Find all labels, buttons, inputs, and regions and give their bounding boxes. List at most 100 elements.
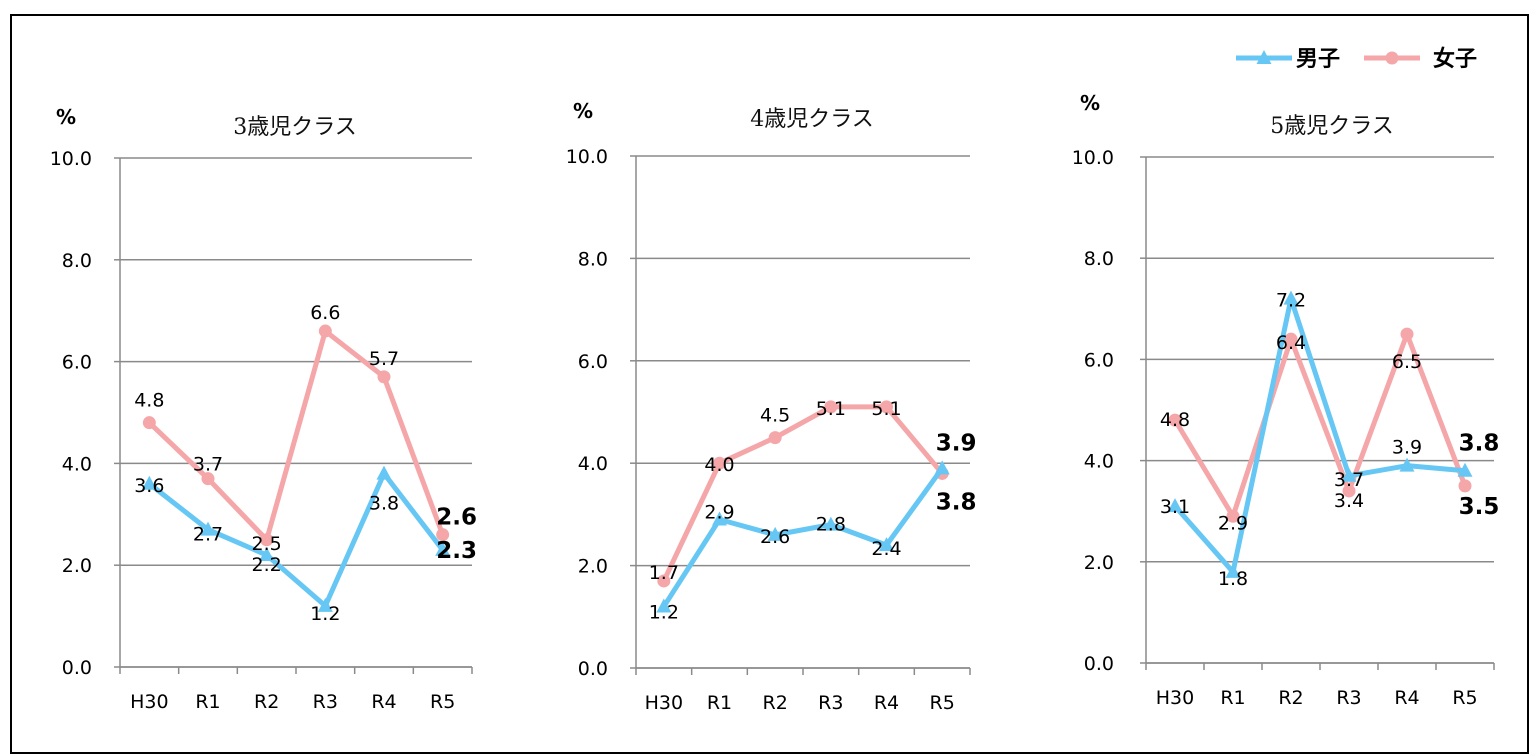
chart-title: 5歳児クラス xyxy=(1270,114,1394,139)
data-label-女子: 5.1 xyxy=(871,398,901,420)
data-label-女子: 4.8 xyxy=(1160,409,1190,431)
x-tick-label: R5 xyxy=(430,691,455,713)
data-point-男子 xyxy=(1341,467,1357,482)
data-label-女子: 4.8 xyxy=(134,390,164,412)
data-label-男子: 1.8 xyxy=(1218,568,1248,590)
y-tick-label: 10.0 xyxy=(1072,147,1114,169)
y-tick-label: 2.0 xyxy=(62,555,92,577)
data-point-男子 xyxy=(1225,563,1241,578)
data-point-男子 xyxy=(1399,457,1415,472)
y-tick-label: 8.0 xyxy=(578,248,608,270)
y-tick-label: 6.0 xyxy=(578,351,608,373)
data-label-女子: 5.7 xyxy=(369,348,399,370)
y-tick-label: 10.0 xyxy=(566,146,608,168)
y-tick-label: 0.0 xyxy=(578,658,608,680)
data-label-女子: 4.0 xyxy=(704,454,734,476)
series-line-男子 xyxy=(1173,296,1466,575)
y-tick-label: 8.0 xyxy=(62,250,92,272)
data-point-男子 xyxy=(200,521,216,536)
data-point-女子 xyxy=(142,416,156,430)
data-point-男子 xyxy=(712,511,727,526)
data-point-男子 xyxy=(656,598,672,613)
chart-panel-3: 5歳児クラス% 0.0 2.0 4.0 6.0 8.0 10.0 H30 R1 R2 R3 R4 R5 3… xyxy=(1072,91,1500,709)
data-point-男子 xyxy=(934,460,950,475)
data-label-男子: 2.8 xyxy=(816,514,846,536)
data-point-女子 xyxy=(1342,484,1356,498)
data-point-男子 xyxy=(767,526,783,541)
data-label-男子: 3.9 xyxy=(1392,437,1422,459)
data-point-男子 xyxy=(376,465,392,480)
data-label-男子: 2.4 xyxy=(871,538,901,560)
data-label-女子: 3.5 xyxy=(1459,494,1500,520)
x-tick-label: H30 xyxy=(645,692,683,714)
x-tick-label: R5 xyxy=(930,692,955,714)
legend-marker-女子 xyxy=(1385,51,1399,65)
data-label-男子: 2.9 xyxy=(704,502,734,524)
data-point-男子 xyxy=(435,541,451,556)
y-tick-label: 2.0 xyxy=(1084,552,1114,574)
x-tick-label: R4 xyxy=(1394,687,1419,709)
y-tick-label: 4.0 xyxy=(62,453,92,475)
data-point-女子 xyxy=(1226,509,1240,523)
legend-label-女子: 女子 xyxy=(1433,46,1477,72)
data-label-女子: 1.7 xyxy=(649,562,679,584)
x-tick-label: H30 xyxy=(130,691,168,713)
y-tick-label: 8.0 xyxy=(1084,248,1114,270)
data-label-男子: 3.7 xyxy=(1334,469,1364,491)
y-tick-label: 0.0 xyxy=(1084,653,1114,675)
data-point-女子 xyxy=(713,456,726,470)
y-axis-unit: % xyxy=(1080,91,1100,115)
chart-panel-1: 3歳児クラス% 0.0 2.0 4.0 6.0 8.0 10.0 H30 R1 R2 R3 R4 R5 3… xyxy=(50,105,477,713)
data-label-男子: 2.3 xyxy=(436,538,477,564)
data-point-男子 xyxy=(823,516,839,531)
data-label-男子: 1.2 xyxy=(649,602,679,624)
x-tick-label: R3 xyxy=(818,692,843,714)
data-point-女子 xyxy=(436,528,450,542)
x-tick-label: R2 xyxy=(763,692,788,714)
data-point-女子 xyxy=(657,574,671,588)
legend-marker-男子 xyxy=(1256,50,1272,64)
data-label-男子: 2.6 xyxy=(760,526,790,548)
x-tick-label: R1 xyxy=(195,691,220,713)
data-point-女子 xyxy=(377,370,391,384)
data-label-男子: 3.1 xyxy=(1160,496,1190,518)
series-line-女子 xyxy=(1172,331,1468,519)
data-label-男子: 3.9 xyxy=(936,430,977,456)
data-label-女子: 4.5 xyxy=(760,405,790,427)
series-line-女子 xyxy=(147,328,446,543)
data-label-男子: 3.8 xyxy=(1459,431,1500,457)
series-line-男子 xyxy=(147,471,445,609)
data-point-女子 xyxy=(824,400,838,414)
data-point-女子 xyxy=(201,472,215,486)
x-tick-label: R3 xyxy=(1336,687,1361,709)
data-point-男子 xyxy=(141,475,157,490)
y-tick-label: 0.0 xyxy=(62,657,92,679)
data-point-女子 xyxy=(768,431,782,445)
x-tick-label: R2 xyxy=(1278,687,1303,709)
y-tick-label: 4.0 xyxy=(578,453,608,475)
series-line-女子 xyxy=(661,404,945,583)
data-point-男子 xyxy=(879,537,894,552)
data-point-男子 xyxy=(317,597,333,612)
y-axis-unit: % xyxy=(573,99,593,123)
data-point-男子 xyxy=(1167,498,1183,513)
x-tick-label: R2 xyxy=(254,691,279,713)
y-tick-label: 10.0 xyxy=(50,148,92,170)
x-tick-label: R1 xyxy=(707,692,732,714)
x-tick-label: R3 xyxy=(313,691,338,713)
data-label-女子: 6.5 xyxy=(1392,351,1422,373)
data-point-女子 xyxy=(1458,479,1472,493)
data-label-女子: 2.9 xyxy=(1218,512,1248,534)
y-tick-label: 4.0 xyxy=(1084,451,1114,473)
data-point-男子 xyxy=(1283,290,1299,305)
data-label-女子: 2.6 xyxy=(436,505,477,531)
data-label-男子: 7.2 xyxy=(1276,290,1306,312)
chart-panel-2: 4歳児クラス% 0.0 2.0 4.0 6.0 8.0 10.0 H30 R1 R2 R3 R4 R5 1… xyxy=(566,99,977,714)
data-label-女子: 6.4 xyxy=(1276,332,1306,354)
data-label-女子: 3.8 xyxy=(936,489,977,515)
legend: 男子 女子 xyxy=(1236,46,1477,72)
y-tick-label: 6.0 xyxy=(1084,349,1114,371)
data-label-女子: 5.1 xyxy=(816,398,846,420)
x-tick-label: R4 xyxy=(874,692,899,714)
